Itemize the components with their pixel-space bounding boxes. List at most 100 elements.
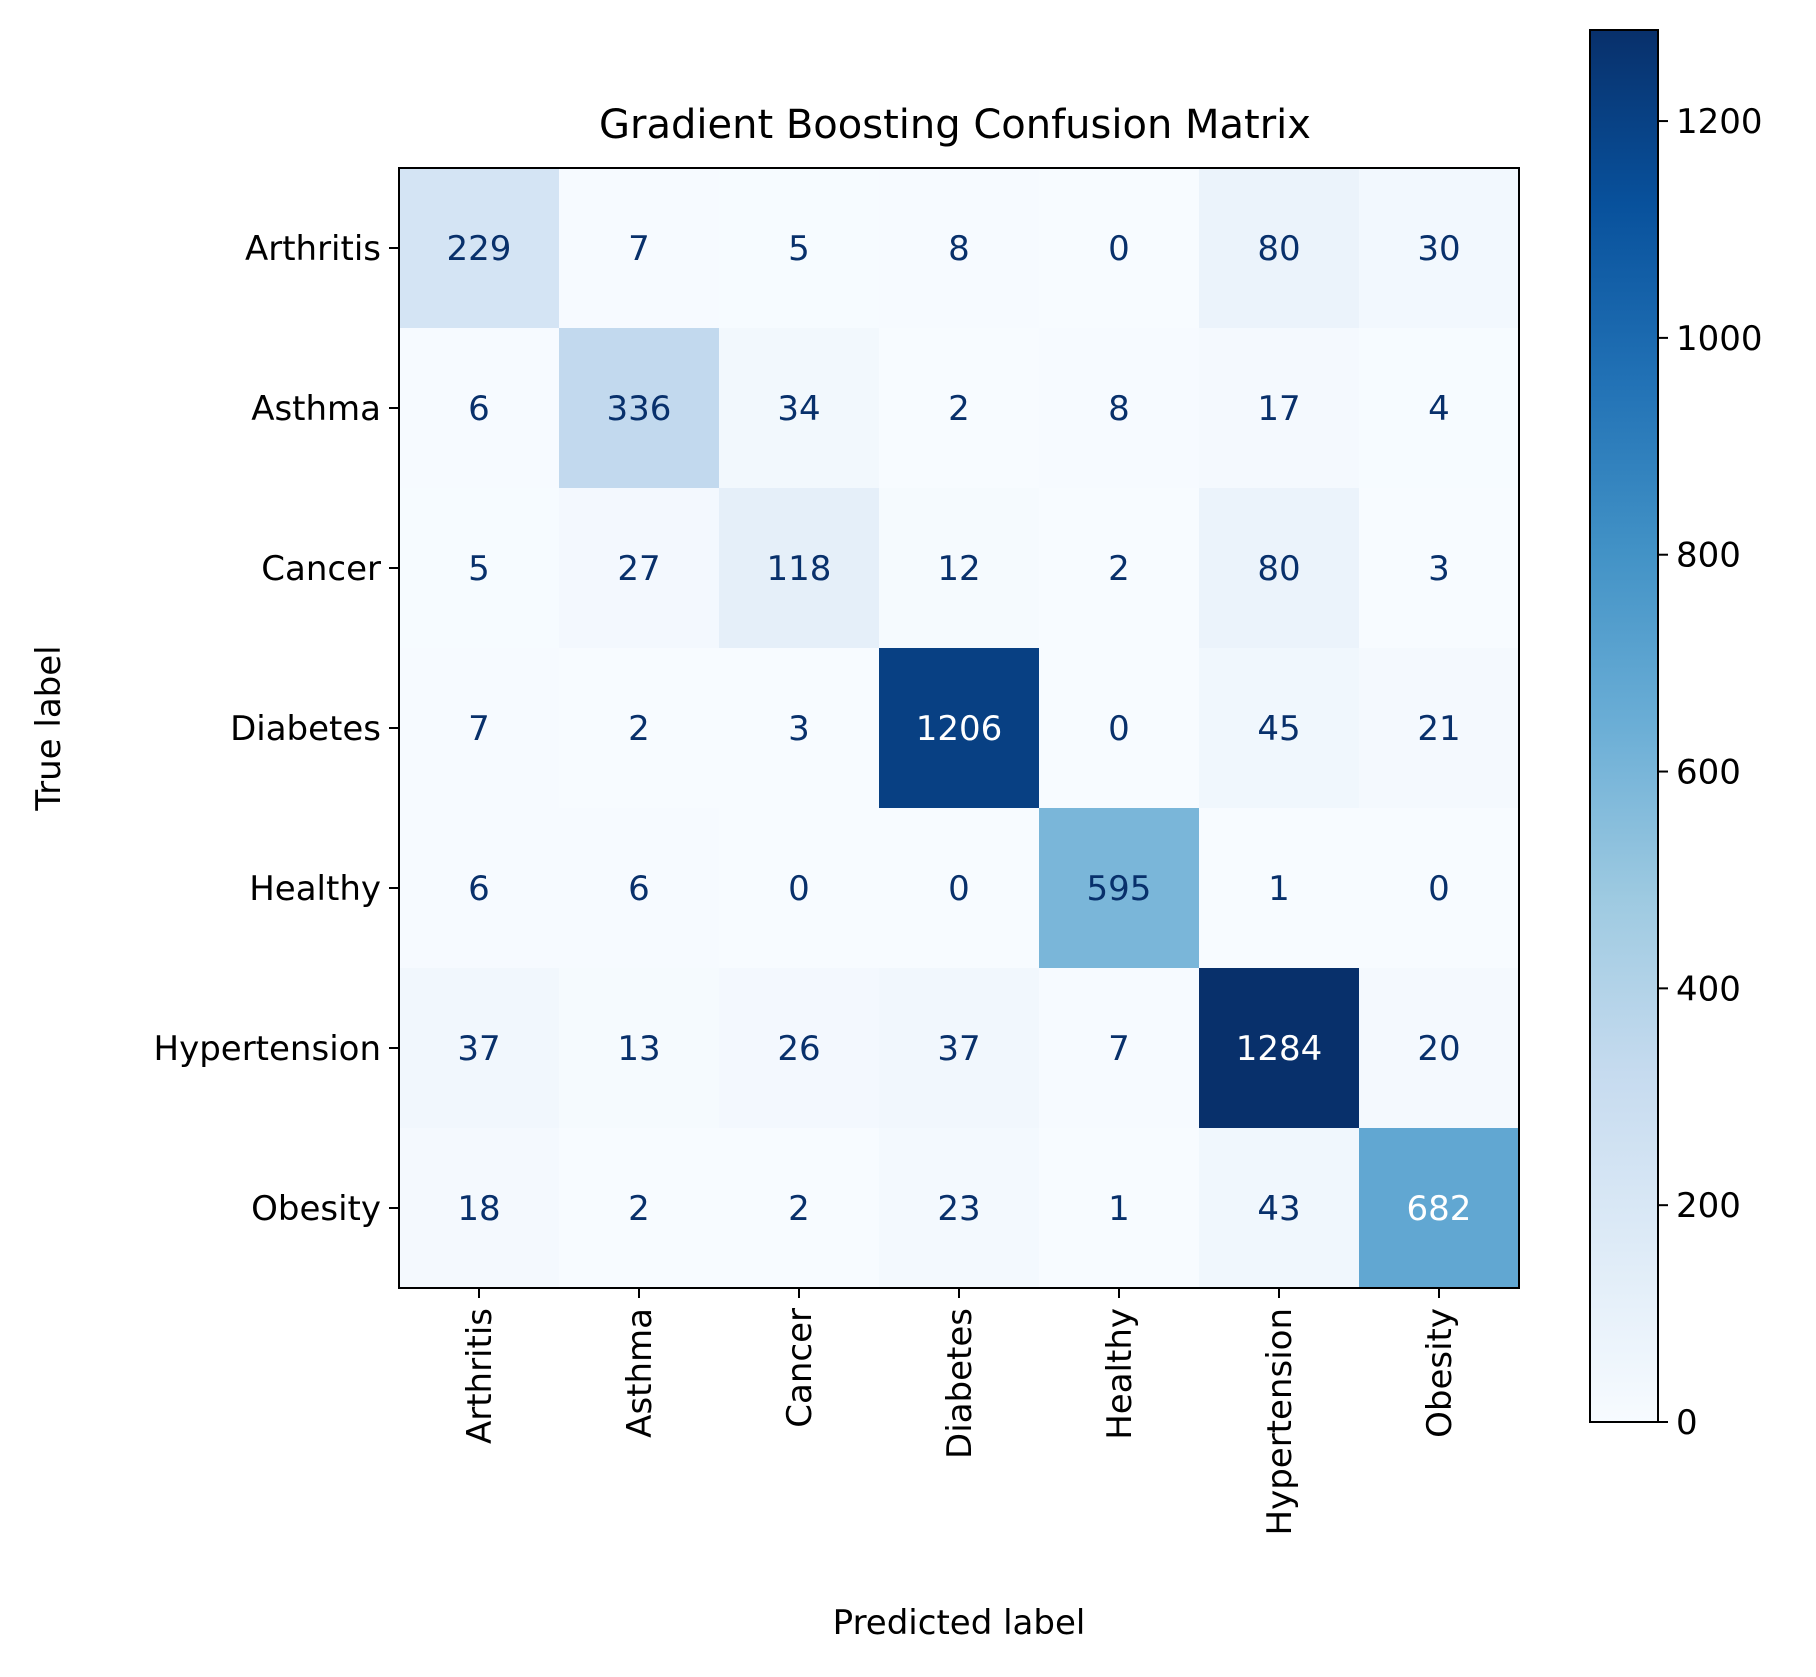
cell-value-label: 0 (1108, 709, 1130, 749)
heatmap-cell (399, 488, 560, 649)
cell-value-label: 5 (788, 229, 810, 269)
heatmap-cell (719, 808, 880, 969)
y-axis-title: True label (29, 645, 69, 811)
cell-value-label: 13 (617, 1029, 660, 1069)
heatmap-cell (399, 648, 560, 809)
x-tick-label: Cancer (780, 1308, 820, 1428)
cell-value-label: 80 (1257, 229, 1300, 269)
cell-value-label: 5 (468, 549, 490, 589)
cell-value-label: 1 (1108, 1189, 1130, 1229)
y-tick-label: Healthy (249, 869, 381, 909)
heatmap-cell (1359, 648, 1520, 809)
cell-value-label: 595 (1087, 869, 1152, 909)
cell-value-label: 1284 (1236, 1029, 1323, 1069)
heatmap-cell (1359, 968, 1520, 1129)
cell-value-label: 45 (1257, 709, 1300, 749)
colorbar-tick-label: 600 (1676, 753, 1741, 793)
cell-value-label: 21 (1417, 709, 1460, 749)
y-tick-label: Cancer (261, 549, 381, 589)
colorbar-tick-label: 400 (1676, 969, 1741, 1009)
heatmap-cells: 229 7 5 8 0 80 306 336 34 2 8 17 45 27 118 12 2 80 37 2 3 120… (399, 168, 1520, 1289)
cell-value-label: 4 (1428, 389, 1450, 429)
cell-value-label: 229 (447, 229, 512, 269)
heatmap-cell (879, 168, 1040, 329)
heatmap-cell (719, 488, 880, 649)
heatmap-cell (1199, 808, 1360, 969)
heatmap-cell (879, 488, 1040, 649)
y-tick-label: Hypertension (154, 1029, 381, 1069)
cell-value-label: 7 (468, 709, 490, 749)
cell-value-label: 0 (788, 869, 810, 909)
heatmap-cell (1199, 488, 1360, 649)
heatmap-cell (559, 168, 720, 329)
cell-value-label: 2 (1108, 549, 1130, 589)
heatmap-cell (1359, 1128, 1520, 1289)
cell-value-label: 3 (788, 709, 810, 749)
heatmap-cell (1199, 328, 1360, 489)
heatmap-cell (1039, 1128, 1200, 1289)
heatmap-cell (1359, 808, 1520, 969)
cell-value-label: 2 (788, 1189, 810, 1229)
heatmap-cell (399, 968, 560, 1129)
cell-value-label: 336 (607, 389, 672, 429)
x-tick-label: Diabetes (940, 1308, 980, 1459)
heatmap-cell (559, 488, 720, 649)
heatmap-cell (1199, 968, 1360, 1129)
x-tick-label: Asthma (620, 1308, 660, 1438)
cell-value-label: 43 (1257, 1189, 1300, 1229)
colorbar-tick-label: 800 (1676, 536, 1741, 576)
cell-value-label: 37 (457, 1029, 500, 1069)
heatmap-cell (399, 168, 560, 329)
x-tick-label: Hypertension (1260, 1308, 1300, 1535)
cell-value-label: 2 (628, 1189, 650, 1229)
colorbar-tick-label: 0 (1676, 1403, 1698, 1443)
heatmap-cell (1039, 648, 1200, 809)
cell-value-label: 0 (948, 869, 970, 909)
heatmap-cell (1039, 328, 1200, 489)
heatmap-cell (879, 968, 1040, 1129)
cell-value-label: 80 (1257, 549, 1300, 589)
cell-value-label: 1206 (916, 709, 1003, 749)
cell-value-label: 6 (628, 869, 650, 909)
cell-value-label: 6 (468, 389, 490, 429)
chart-title: Gradient Boosting Confusion Matrix (599, 102, 1311, 148)
colorbar-tick-label: 1000 (1676, 319, 1763, 359)
heatmap-cell (1359, 168, 1520, 329)
heatmap-cell (719, 1128, 880, 1289)
heatmap-cell (1359, 328, 1520, 489)
cell-value-label: 118 (767, 549, 832, 589)
cell-value-label: 37 (937, 1029, 980, 1069)
heatmap-cell (1359, 488, 1520, 649)
cell-value-label: 34 (777, 389, 820, 429)
cell-value-label: 1 (1268, 869, 1290, 909)
cell-value-label: 30 (1417, 229, 1460, 269)
cell-value-label: 2 (628, 709, 650, 749)
x-tick-label: Obesity (1420, 1308, 1460, 1438)
heatmap-cell (719, 648, 880, 809)
cell-value-label: 18 (457, 1189, 500, 1229)
heatmap-cell (559, 808, 720, 969)
cell-value-label: 12 (937, 549, 980, 589)
y-tick-label: Arthritis (245, 229, 381, 269)
heatmap-cell (1039, 488, 1200, 649)
cell-value-label: 0 (1428, 869, 1450, 909)
y-tick-label: Diabetes (230, 709, 381, 749)
cell-value-label: 682 (1407, 1189, 1472, 1229)
x-tick-label: Arthritis (460, 1308, 500, 1444)
cell-value-label: 2 (948, 389, 970, 429)
heatmap-cell (879, 328, 1040, 489)
cell-value-label: 0 (1108, 229, 1130, 269)
x-tick-label: Healthy (1100, 1308, 1140, 1440)
heatmap-cell (879, 648, 1040, 809)
heatmap-cell (1039, 808, 1200, 969)
heatmap-cell (1039, 968, 1200, 1129)
cell-value-label: 8 (948, 229, 970, 269)
heatmap-cell (719, 968, 880, 1129)
heatmap-cell (879, 1128, 1040, 1289)
heatmap-cell (559, 1128, 720, 1289)
heatmap-cell (1199, 168, 1360, 329)
colorbar-tick-label: 200 (1676, 1186, 1741, 1226)
heatmap-cell (719, 168, 880, 329)
heatmap-cell (879, 808, 1040, 969)
